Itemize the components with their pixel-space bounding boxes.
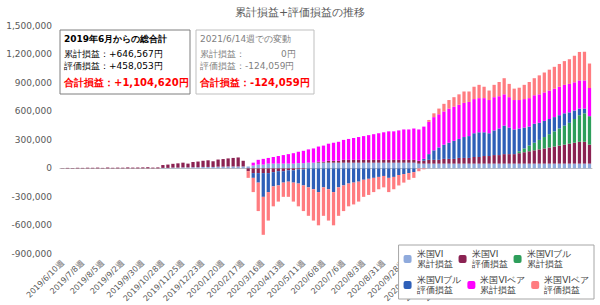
svg-text:2019/8/5週: 2019/8/5週 [68, 258, 106, 296]
svg-text:評価損益: 評価損益 [417, 285, 453, 295]
svg-text:合計損益：+1,104,620円: 合計損益：+1,104,620円 [63, 77, 189, 88]
svg-text:2020/8/3週: 2020/8/3週 [329, 258, 367, 296]
svg-text:累計損益: 累計損益 [480, 285, 516, 295]
svg-text:米国VIベア: 米国VIベア [544, 275, 589, 285]
svg-text:900,000: 900,000 [15, 78, 52, 88]
svg-text:-300,000: -300,000 [12, 192, 53, 202]
svg-text:2019/10/28週: 2019/10/28週 [121, 258, 167, 304]
svg-text:0: 0 [46, 163, 52, 173]
svg-text:累計損益+評価損益の推移: 累計損益+評価損益の推移 [235, 6, 365, 19]
svg-text:1,500,000: 1,500,000 [6, 21, 52, 31]
svg-text:評価損益：-124,059円: 評価損益：-124,059円 [200, 61, 294, 71]
svg-text:2021/6/14週での変動: 2021/6/14週での変動 [200, 34, 291, 44]
svg-text:2020/4/13週: 2020/4/13週 [245, 258, 287, 300]
svg-text:評価損益: 評価損益 [544, 285, 580, 295]
svg-text:累計損益: 累計損益 [527, 259, 563, 269]
svg-text:米国VIブル: 米国VIブル [417, 275, 462, 285]
svg-text:1,200,000: 1,200,000 [6, 49, 52, 59]
svg-text:600,000: 600,000 [15, 106, 52, 116]
svg-text:累計損益: 累計損益 [417, 259, 453, 269]
svg-text:300,000: 300,000 [15, 135, 52, 145]
svg-text:-600,000: -600,000 [12, 220, 53, 230]
svg-text:2020/1/20週: 2020/1/20週 [185, 258, 227, 300]
svg-text:2020/7/6週: 2020/7/6週 [309, 258, 347, 296]
svg-text:評価損益: 評価損益 [472, 259, 508, 269]
svg-text:2020/8/31週: 2020/8/31週 [345, 258, 387, 300]
svg-text:累計損益： 0円: 累計損益： 0円 [200, 49, 296, 59]
svg-text:2020/5/11週: 2020/5/11週 [265, 258, 307, 300]
svg-text:2019/12/23週: 2019/12/23週 [161, 258, 207, 304]
svg-text:評価損益：+458,053円: 評価損益：+458,053円 [64, 61, 163, 71]
svg-text:2019/7/8週: 2019/7/8週 [48, 258, 86, 296]
svg-text:2019年6月からの総合計: 2019年6月からの総合計 [64, 34, 167, 44]
svg-text:2020/3/16週: 2020/3/16週 [225, 258, 267, 300]
svg-text:米国VIベア: 米国VIベア [480, 275, 525, 285]
svg-text:2020/6/8週: 2020/6/8週 [289, 258, 327, 296]
svg-text:合計損益：-124,059円: 合計損益：-124,059円 [199, 77, 310, 88]
svg-text:2019/11/25週: 2019/11/25週 [141, 258, 187, 304]
svg-text:2019/6/10週: 2019/6/10週 [24, 258, 66, 300]
svg-text:2019/9/2週: 2019/9/2週 [88, 258, 126, 296]
svg-text:累計損益：+646,567円: 累計損益：+646,567円 [64, 49, 163, 59]
svg-text:2020/2/17週: 2020/2/17週 [205, 258, 247, 300]
svg-text:米国VI: 米国VI [417, 249, 444, 259]
svg-text:米国VIブル: 米国VIブル [527, 249, 572, 259]
svg-text:2019/9/30週: 2019/9/30週 [105, 258, 146, 300]
svg-text:米国VI: 米国VI [472, 249, 499, 259]
svg-text:-900,000: -900,000 [12, 249, 53, 259]
